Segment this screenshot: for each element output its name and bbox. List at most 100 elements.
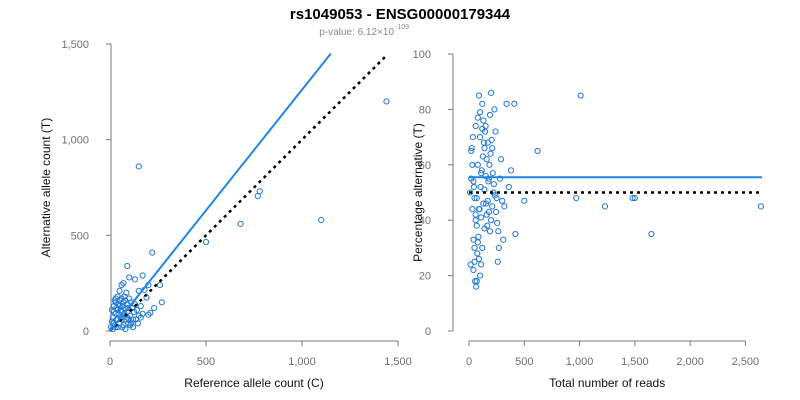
data-point [486, 161, 493, 168]
x-axis-label: Reference allele count (C) [184, 376, 323, 390]
data-point [503, 100, 510, 107]
data-point [469, 206, 476, 213]
data-point [474, 114, 481, 121]
x-tick-label: 1,500 [384, 356, 412, 368]
data-point [474, 239, 481, 246]
data-point [158, 299, 165, 306]
data-point [473, 278, 480, 285]
data-point [470, 266, 477, 274]
data-point [318, 216, 325, 224]
data-point [483, 156, 490, 163]
y-tick-label: 20 [419, 271, 431, 283]
data-point [491, 106, 498, 113]
data-point [202, 238, 210, 246]
y-axis-label: Alternative allele count (T) [39, 118, 53, 257]
data-point [631, 194, 638, 202]
data-point [470, 183, 478, 191]
data-point [476, 272, 484, 279]
data-point [478, 167, 485, 174]
data-point [478, 261, 485, 268]
reference-line [109, 54, 388, 332]
data-point [505, 183, 512, 191]
data-point [492, 208, 500, 215]
data-point [383, 98, 390, 105]
data-point [475, 92, 483, 99]
data-point [147, 309, 154, 316]
chart-subtitle-exponent: -109 [395, 24, 409, 31]
data-point [488, 136, 495, 143]
data-point [577, 92, 584, 99]
data-point [116, 287, 123, 294]
y-tick-label: 80 [419, 104, 431, 116]
data-point [478, 214, 485, 221]
data-point [135, 163, 142, 170]
data-point [499, 197, 506, 204]
data-point [472, 122, 479, 130]
data-point [134, 320, 141, 327]
data-point [471, 194, 478, 202]
data-point [131, 276, 139, 283]
data-point [476, 134, 484, 141]
data-point [137, 314, 144, 321]
data-point [573, 194, 580, 202]
data-point [468, 145, 475, 152]
data-point [467, 189, 474, 196]
data-point [133, 306, 140, 314]
data-point [237, 220, 244, 227]
y-tick-label: 100 [413, 49, 431, 61]
data-point [470, 236, 477, 243]
data-point [534, 147, 541, 155]
data-point [500, 236, 507, 243]
data-point [468, 147, 475, 155]
data-point [521, 197, 528, 204]
data-point [156, 281, 164, 289]
data-point [475, 206, 483, 213]
data-point [494, 258, 501, 265]
data-point [472, 211, 479, 218]
data-point [124, 262, 131, 270]
data-point [488, 217, 495, 224]
data-point [474, 161, 481, 168]
x-tick-label: 1,000 [566, 356, 594, 368]
data-point [482, 172, 489, 179]
data-point [491, 192, 499, 199]
data-point [254, 193, 261, 200]
data-point [476, 109, 484, 116]
y-tick-label: 1,500 [61, 39, 89, 51]
y-axis-label: Percentage alternative (T) [411, 123, 425, 262]
x-tick-label: 1,500 [621, 356, 649, 368]
data-point [484, 197, 491, 204]
data-point [135, 312, 142, 319]
y-tick-label: 0 [83, 326, 89, 338]
data-point [495, 228, 502, 235]
data-point [486, 111, 494, 119]
data-point [494, 219, 501, 227]
data-point [757, 203, 764, 210]
data-point [486, 228, 494, 235]
y-tick-label: 40 [419, 215, 431, 227]
y-tick-label: 500 [71, 230, 89, 242]
x-tick-label: 500 [515, 356, 533, 368]
data-point [480, 117, 487, 124]
data-point [490, 181, 497, 188]
data-point [479, 100, 486, 107]
data-point [511, 100, 518, 107]
data-point [118, 281, 125, 289]
data-point [471, 258, 478, 265]
data-point [139, 272, 146, 279]
data-point [473, 283, 480, 290]
data-point [120, 280, 127, 287]
data-point [129, 324, 137, 331]
data-point [116, 297, 123, 304]
data-point [488, 89, 495, 96]
data-point [485, 208, 493, 215]
data-point [473, 222, 480, 229]
x-tick-label: 2,500 [732, 356, 760, 368]
data-point [108, 306, 116, 314]
data-point [495, 244, 502, 251]
x-tick-label: 500 [197, 356, 215, 368]
data-point [492, 128, 499, 135]
data-point [485, 178, 492, 185]
x-tick-label: 2,000 [676, 356, 704, 368]
